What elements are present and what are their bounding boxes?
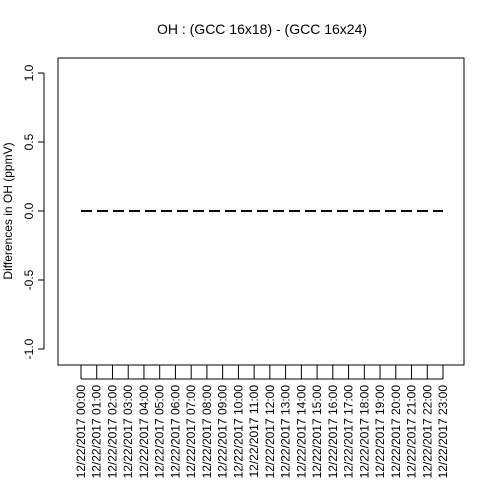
x-tick-label: 12/22/2017 16:00 [326, 385, 340, 479]
x-tick-label: 12/22/2017 07:00 [184, 385, 198, 479]
x-tick-label: 12/22/2017 11:00 [247, 385, 261, 478]
x-tick-label: 12/22/2017 05:00 [153, 385, 167, 479]
x-tick-label: 12/22/2017 09:00 [216, 385, 230, 479]
x-tick-label: 12/22/2017 21:00 [405, 385, 419, 479]
y-axis: -1.0 -0.5 0.0 0.5 1.0 [22, 64, 45, 359]
x-tick-label: 12/22/2017 12:00 [263, 385, 277, 479]
plot-area [57, 57, 465, 366]
x-tick-label: 12/22/2017 17:00 [342, 385, 356, 479]
x-tick-label: 12/22/2017 01:00 [90, 385, 104, 479]
x-tick-label: 12/22/2017 20:00 [389, 385, 403, 479]
x-tick-label: 12/22/2017 10:00 [231, 385, 245, 479]
x-tick-label: 12/22/2017 13:00 [279, 385, 293, 479]
x-tick-label: 12/22/2017 03:00 [121, 385, 135, 479]
x-tick-label: 12/22/2017 18:00 [357, 385, 371, 479]
x-tick-label: 12/22/2017 08:00 [200, 385, 214, 479]
x-tick-label: 12/22/2017 14:00 [294, 385, 308, 479]
x-tick-label: 12/22/2017 19:00 [373, 385, 387, 479]
x-tick-label: 12/22/2017 04:00 [137, 385, 151, 479]
x-axis: 12/22/2017 00:00 12/22/2017 01:00 12/22/20… [74, 365, 450, 478]
y-tick-label: -0.5 [22, 269, 36, 290]
x-tick-label: 12/22/2017 02:00 [105, 385, 119, 479]
y-tick-label: 0.5 [22, 133, 36, 150]
y-tick-label: 0.0 [22, 202, 36, 219]
chart-title: OH : (GCC 16x18) - (GCC 16x24) [157, 21, 367, 37]
x-tick-label: 12/22/2017 23:00 [436, 385, 450, 479]
x-tick-label: 12/22/2017 15:00 [310, 385, 324, 479]
y-tick-label: -1.0 [22, 338, 36, 359]
x-tick-label: 12/22/2017 00:00 [74, 385, 88, 479]
x-tick-label: 12/22/2017 06:00 [168, 385, 182, 479]
y-axis-label: Differences in OH (ppmV) [1, 142, 15, 279]
x-tick-label: 12/22/2017 22:00 [420, 385, 434, 479]
y-tick-label: 1.0 [22, 64, 36, 81]
